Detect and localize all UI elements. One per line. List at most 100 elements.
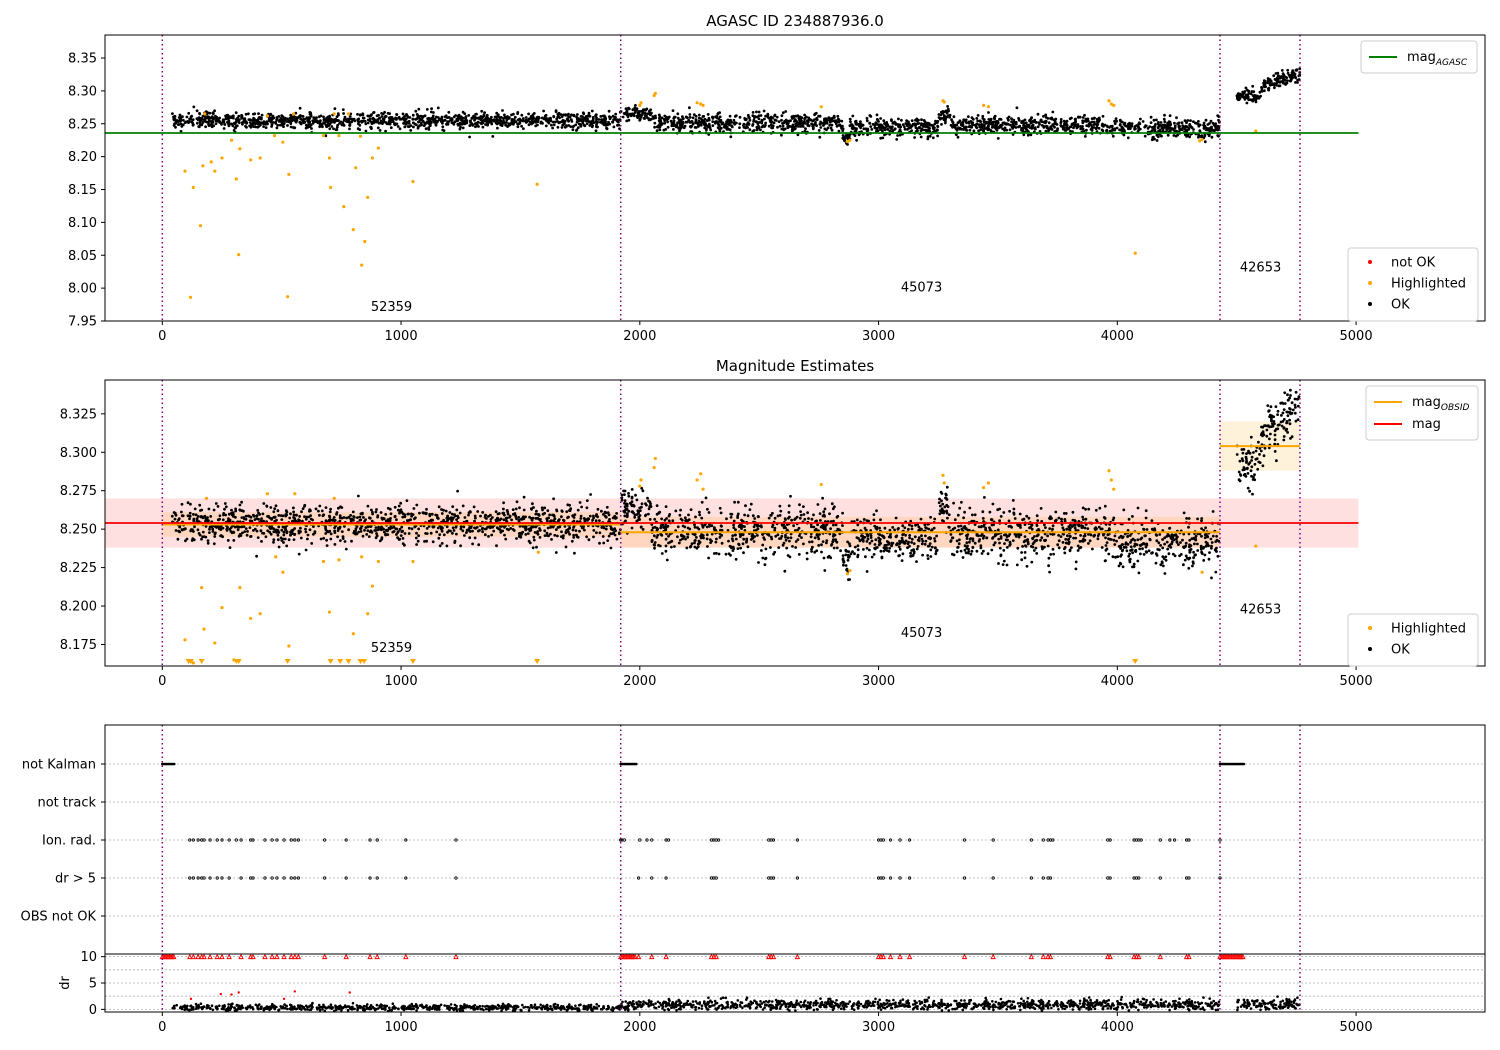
ok-point <box>341 122 345 126</box>
ok-point <box>192 519 196 523</box>
ok-point <box>486 525 489 529</box>
highlighted-point <box>1133 251 1137 255</box>
ok-point <box>597 118 601 121</box>
ok-point <box>1128 127 1132 130</box>
ok-point <box>753 116 756 120</box>
obsid-label: 45073 <box>901 280 942 295</box>
ok-point <box>614 112 618 116</box>
ok-point <box>333 531 337 534</box>
ok-point <box>706 113 710 116</box>
ok-point <box>293 527 297 530</box>
ok-point <box>503 115 507 119</box>
y-tick-label: 8.35 <box>68 52 97 67</box>
ok-point <box>439 120 443 123</box>
ok-point <box>473 514 477 518</box>
ok-point <box>707 511 711 514</box>
ok-point <box>679 508 682 512</box>
ok-point <box>980 123 984 126</box>
ok-point <box>598 531 602 535</box>
ok-point <box>549 525 553 528</box>
ok-point <box>384 519 388 523</box>
ok-point <box>522 508 526 512</box>
ok-point <box>241 122 244 126</box>
ok-point <box>186 501 190 505</box>
ok-point <box>448 511 452 514</box>
ok-point <box>481 530 484 534</box>
ok-point <box>452 529 456 532</box>
ok-point <box>193 525 196 529</box>
ok-point <box>415 503 419 507</box>
ok-point <box>1086 117 1090 121</box>
ok-point <box>926 137 930 141</box>
ok-point <box>490 115 493 119</box>
ok-point <box>474 125 477 129</box>
ok-point <box>876 123 879 126</box>
ok-point <box>538 527 541 530</box>
ok-point <box>534 517 538 520</box>
ok-point <box>324 134 328 138</box>
ok-point <box>1152 127 1156 130</box>
ok-point <box>309 113 313 116</box>
ok-point <box>1253 94 1257 97</box>
ok-point <box>652 543 656 547</box>
ok-point <box>524 528 528 532</box>
ok-point <box>623 499 627 502</box>
ok-point <box>809 535 813 539</box>
y-tick-label: 8.05 <box>68 249 97 264</box>
ok-point <box>325 538 328 542</box>
ok-point <box>648 500 652 504</box>
ok-point <box>569 125 573 129</box>
ok-point <box>384 533 387 537</box>
ok-point <box>549 119 553 123</box>
ok-point <box>430 512 434 516</box>
ok-point <box>407 532 411 535</box>
ok-point <box>907 527 910 531</box>
ok-point <box>516 111 520 114</box>
ok-point <box>354 527 358 530</box>
ok-point <box>236 116 240 120</box>
ok-point <box>594 514 598 518</box>
ok-point <box>524 533 528 536</box>
legend-marker-swatch <box>1368 302 1372 306</box>
ok-point <box>1189 125 1193 128</box>
ok-point <box>576 508 580 512</box>
ok-point <box>825 121 829 125</box>
ok-point <box>966 115 970 118</box>
ok-point <box>1236 92 1240 96</box>
ok-point <box>253 125 257 129</box>
ok-point <box>233 122 237 126</box>
ok-point <box>230 508 233 512</box>
ok-point <box>186 514 190 518</box>
ok-point <box>219 121 222 124</box>
ok-point <box>981 117 985 120</box>
ok-point <box>571 125 575 129</box>
ok-point <box>317 115 321 119</box>
ok-point <box>889 533 892 537</box>
ok-point <box>276 509 280 513</box>
ok-point <box>832 114 836 118</box>
ok-point <box>821 496 824 500</box>
ok-point <box>780 118 783 122</box>
ok-point <box>1279 75 1282 79</box>
ok-point <box>568 526 572 530</box>
ok-point <box>414 109 418 113</box>
ok-point <box>461 126 465 130</box>
ok-point <box>781 127 785 131</box>
ok-point <box>195 518 199 522</box>
ok-point <box>670 545 673 549</box>
ok-point <box>834 538 837 542</box>
ok-point <box>664 549 668 553</box>
ok-point <box>395 117 398 121</box>
ok-point <box>971 121 975 125</box>
ok-point <box>747 115 751 119</box>
ok-point <box>755 110 758 114</box>
ok-point <box>1216 114 1220 117</box>
ok-point <box>333 543 337 546</box>
ok-point <box>915 547 919 551</box>
ok-point <box>1066 127 1070 131</box>
ok-point <box>458 127 462 131</box>
ok-point <box>260 113 264 117</box>
ok-point <box>1165 128 1169 132</box>
ok-point <box>396 536 399 540</box>
ok-point <box>412 125 415 129</box>
